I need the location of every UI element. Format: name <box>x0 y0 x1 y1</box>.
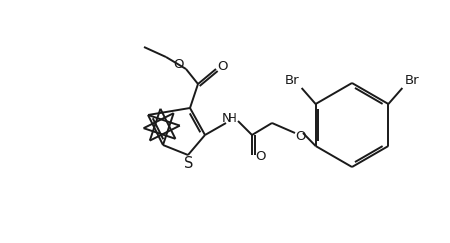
Text: H: H <box>228 112 236 124</box>
Text: N: N <box>222 112 232 124</box>
Text: O: O <box>217 60 227 72</box>
Text: O: O <box>295 130 305 142</box>
Text: S: S <box>184 156 194 171</box>
Text: Br: Br <box>405 73 420 87</box>
Text: O: O <box>174 59 184 71</box>
Text: O: O <box>256 149 266 163</box>
Text: Br: Br <box>284 73 299 87</box>
